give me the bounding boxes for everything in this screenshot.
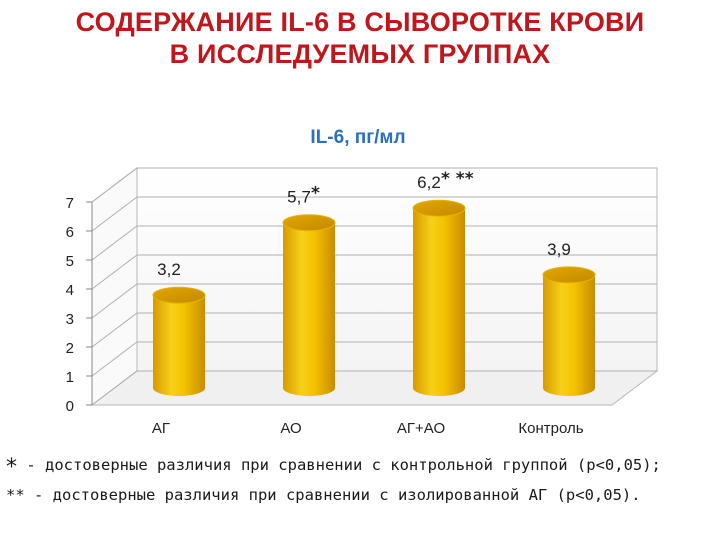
- x-tick-label: АГ+АО: [397, 420, 445, 437]
- y-tick-label: 2: [66, 340, 74, 357]
- gridline: [91, 167, 657, 203]
- data-label: 3,2: [157, 260, 181, 279]
- gridline: [91, 196, 657, 232]
- x-tick-label: Контроль: [518, 420, 583, 437]
- bar: [283, 222, 335, 396]
- gridline: [91, 283, 657, 319]
- footnote-2-text: - достоверные различия при сравнении с и…: [24, 486, 641, 504]
- footnote-2: ** - достоверные различия при сравнении …: [6, 486, 718, 504]
- bar-top: [542, 266, 596, 284]
- significance-annotation: * **: [441, 169, 474, 189]
- gridline: [91, 370, 657, 406]
- gridline: [91, 254, 657, 290]
- bar-top: [282, 214, 336, 232]
- y-tick-label: 0: [66, 398, 74, 415]
- y-tick-label: 5: [66, 253, 74, 270]
- significance-annotation: *: [311, 184, 320, 204]
- x-tick-label: АГ: [152, 420, 170, 437]
- y-tick-label: 4: [66, 282, 74, 299]
- y-tick-label: 7: [66, 195, 74, 212]
- data-label: 6,2: [417, 173, 441, 192]
- bar: [153, 295, 205, 396]
- y-tick-label: 6: [66, 224, 74, 241]
- footnote-1: * - достоверные различия при сравнении с…: [6, 455, 718, 480]
- footnote-1-mark: *: [6, 455, 17, 480]
- footnote-2-mark: **: [6, 486, 25, 504]
- y-tick-label: 3: [66, 311, 74, 328]
- data-label: 5,7: [287, 188, 311, 207]
- chart-side-wall: [91, 166, 138, 407]
- bar-top: [412, 199, 466, 217]
- slide-title-line-1: СОДЕРЖАНИЕ IL-6 В СЫВОРОТКЕ КРОВИ: [75, 7, 645, 37]
- slide-title-line-2: В ИССЛЕДУЕМЫХ ГРУППАХ: [169, 39, 551, 69]
- x-tick-label: АО: [280, 420, 301, 437]
- bar: [543, 274, 595, 396]
- slide-title: СОДЕРЖАНИЕ IL-6 В СЫВОРОТКЕ КРОВИ В ИССЛ…: [0, 6, 720, 70]
- data-label: 3,9: [547, 240, 571, 259]
- gridline: [91, 312, 657, 348]
- y-tick-label: 1: [66, 369, 74, 386]
- bar-top: [152, 286, 206, 304]
- footnote-1-text: - достоверные различия при сравнении с к…: [17, 456, 661, 474]
- chart-title: IL-6, пг/мл: [310, 127, 405, 148]
- bar: [413, 208, 465, 396]
- gridline: [91, 225, 657, 261]
- gridline: [91, 341, 657, 377]
